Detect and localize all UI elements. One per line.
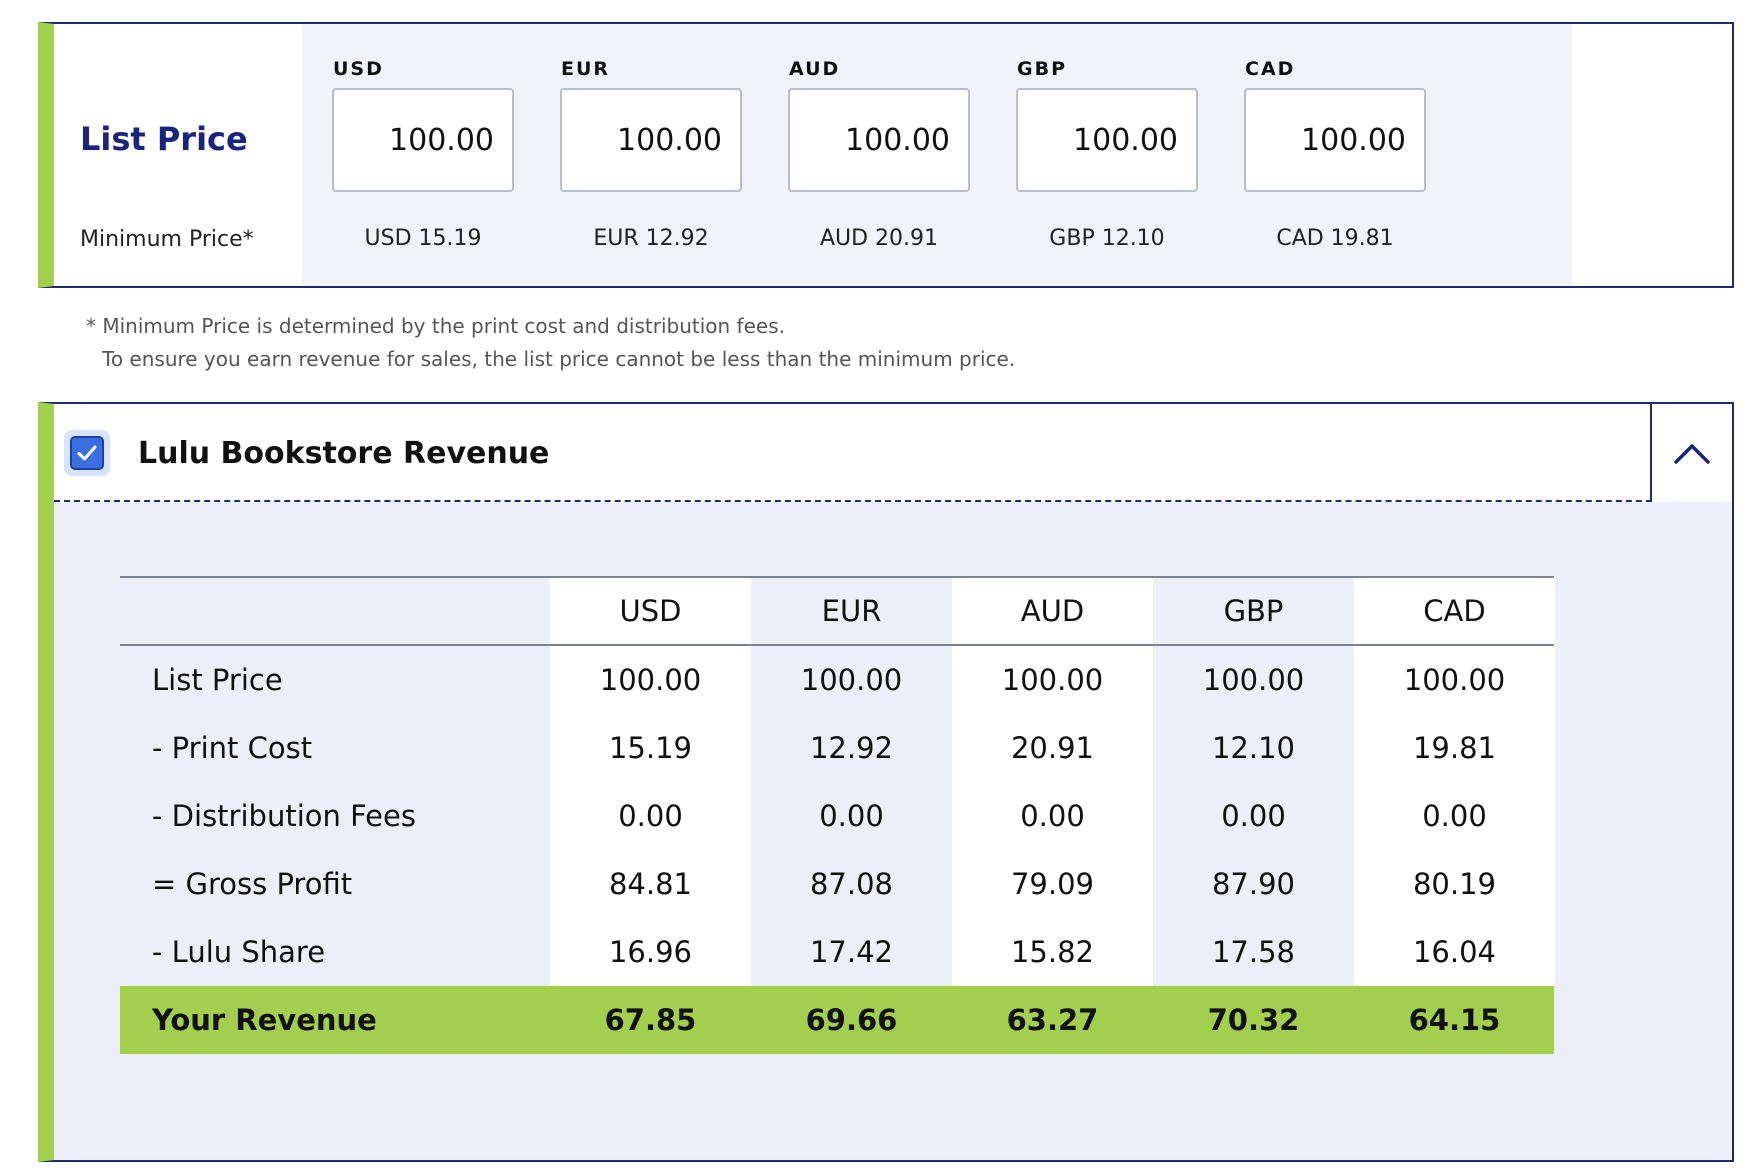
row-label: - Distribution Fees <box>152 799 416 833</box>
price-column-cad: CAD CAD 19.81 <box>1244 24 1426 286</box>
table-cell: 0.00 <box>1354 782 1555 850</box>
price-input-gbp[interactable] <box>1016 88 1198 192</box>
price-input-eur[interactable] <box>560 88 742 192</box>
chevron-up-icon <box>1674 444 1710 464</box>
table-row: - Print Cost 15.19 12.92 20.91 12.10 19.… <box>120 714 1555 782</box>
header-eur: EUR <box>751 578 952 644</box>
table-cell: 19.81 <box>1354 714 1555 782</box>
table-cell: 17.58 <box>1153 918 1354 986</box>
table-cell: 100.00 <box>751 646 952 714</box>
table-cell: 15.19 <box>550 714 751 782</box>
price-column-eur: EUR EUR 12.92 <box>560 24 742 286</box>
table-row: - Lulu Share 16.96 17.42 15.82 17.58 16.… <box>120 918 1555 986</box>
table-cell: 80.19 <box>1354 850 1555 918</box>
revenue-eur: 69.66 <box>805 1003 898 1037</box>
table-cell: 0.00 <box>550 782 751 850</box>
revenue-panel-header: Lulu Bookstore Revenue <box>54 404 1732 502</box>
list-price-labels: List Price Minimum Price* <box>54 24 302 286</box>
table-cell: 16.04 <box>1354 918 1555 986</box>
table-cell: 100.00 <box>1153 646 1354 714</box>
revenue-panel-title: Lulu Bookstore Revenue <box>138 436 550 471</box>
minimum-price-eur: EUR 12.92 <box>593 226 709 251</box>
table-row: - Distribution Fees 0.00 0.00 0.00 0.00 … <box>120 782 1555 850</box>
footnote-line-2: To ensure you earn revenue for sales, th… <box>102 347 1016 371</box>
table-cell: 84.81 <box>550 850 751 918</box>
price-column-gbp: GBP GBP 12.10 <box>1016 24 1198 286</box>
revenue-table: USD EUR AUD GBP CAD List Price 100.00 10… <box>120 576 1555 1054</box>
row-label: - Print Cost <box>152 731 313 765</box>
currency-label-cad: CAD <box>1245 58 1296 80</box>
header-aud: AUD <box>952 578 1153 644</box>
table-cell: 100.00 <box>952 646 1153 714</box>
minimum-price-label: Minimum Price* <box>80 227 254 252</box>
price-input-aud[interactable] <box>788 88 970 192</box>
table-cell: 100.00 <box>550 646 751 714</box>
collapse-toggle-button[interactable] <box>1650 404 1732 502</box>
currency-label-gbp: GBP <box>1017 58 1068 80</box>
price-input-usd[interactable] <box>332 88 514 192</box>
revenue-aud: 63.27 <box>1006 1003 1099 1037</box>
list-price-panel: List Price Minimum Price* USD USD 15.19 … <box>38 22 1734 288</box>
check-icon <box>77 445 97 461</box>
list-price-title: List Price <box>80 120 248 158</box>
table-cell: 16.96 <box>550 918 751 986</box>
footnote-line-1: * Minimum Price is determined by the pri… <box>86 314 785 338</box>
row-label: - Lulu Share <box>152 935 326 969</box>
table-row: List Price 100.00 100.00 100.00 100.00 1… <box>120 646 1555 714</box>
table-cell: 12.10 <box>1153 714 1354 782</box>
table-cell: 0.00 <box>1153 782 1354 850</box>
list-price-inputs: USD USD 15.19 EUR EUR 12.92 AUD AUD 20.9… <box>302 24 1572 286</box>
table-cell: 0.00 <box>952 782 1153 850</box>
checkbox-box <box>70 436 104 470</box>
row-label: List Price <box>152 663 283 697</box>
minimum-price-gbp: GBP 12.10 <box>1049 226 1165 251</box>
minimum-price-footnote: * Minimum Price is determined by the pri… <box>86 310 1015 376</box>
table-cell: 87.08 <box>751 850 952 918</box>
row-label: = Gross Profit <box>152 867 353 901</box>
revenue-checkbox[interactable] <box>64 430 110 476</box>
your-revenue-label: Your Revenue <box>152 1003 377 1037</box>
header-cad: CAD <box>1354 578 1555 644</box>
currency-label-aud: AUD <box>789 58 841 80</box>
revenue-cad: 64.15 <box>1408 1003 1501 1037</box>
your-revenue-row: Your Revenue 67.85 69.66 63.27 70.32 64.… <box>120 986 1554 1054</box>
table-cell: 17.42 <box>751 918 952 986</box>
table-cell: 20.91 <box>952 714 1153 782</box>
table-cell: 0.00 <box>751 782 952 850</box>
minimum-price-usd: USD 15.19 <box>364 226 482 251</box>
revenue-usd: 67.85 <box>604 1003 697 1037</box>
bookstore-revenue-panel: Lulu Bookstore Revenue USD EUR AUD GBP C… <box>38 402 1734 1162</box>
minimum-price-aud: AUD 20.91 <box>819 226 939 251</box>
table-cell: 15.82 <box>952 918 1153 986</box>
minimum-price-cad: CAD 19.81 <box>1276 226 1394 251</box>
revenue-gbp: 70.32 <box>1207 1003 1300 1037</box>
table-cell: 79.09 <box>952 850 1153 918</box>
price-column-usd: USD USD 15.19 <box>332 24 514 286</box>
table-header-row: USD EUR AUD GBP CAD <box>120 576 1555 646</box>
table-row: = Gross Profit 84.81 87.08 79.09 87.90 8… <box>120 850 1555 918</box>
table-cell: 12.92 <box>751 714 952 782</box>
currency-label-eur: EUR <box>561 58 611 80</box>
header-usd: USD <box>550 578 751 644</box>
table-cell: 100.00 <box>1354 646 1555 714</box>
currency-label-usd: USD <box>333 58 384 80</box>
price-input-cad[interactable] <box>1244 88 1426 192</box>
price-column-aud: AUD AUD 20.91 <box>788 24 970 286</box>
table-cell: 87.90 <box>1153 850 1354 918</box>
header-gbp: GBP <box>1153 578 1354 644</box>
